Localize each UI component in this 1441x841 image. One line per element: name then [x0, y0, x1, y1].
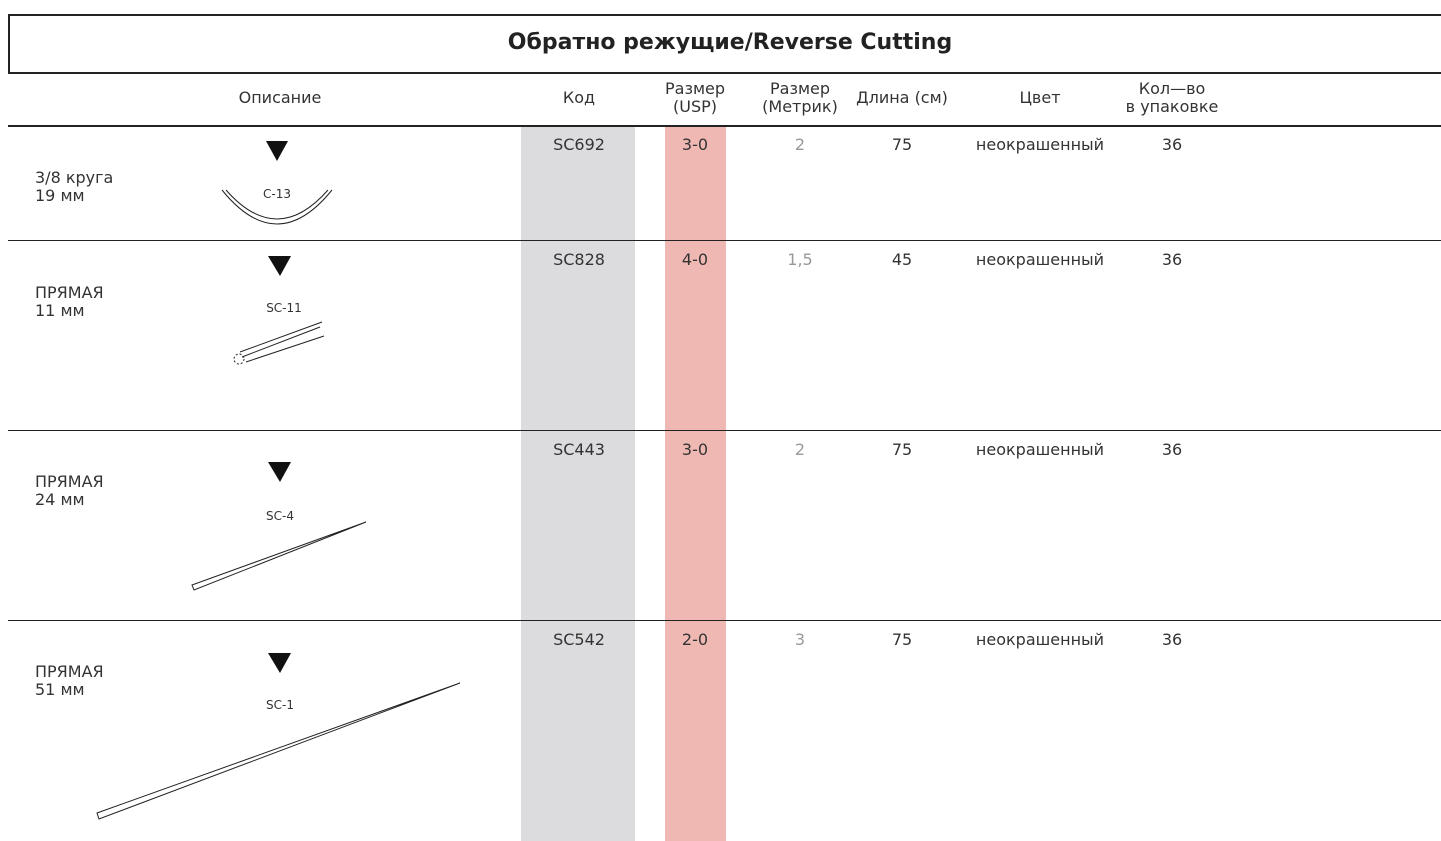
column-header: Длина (см)	[856, 88, 948, 107]
marker	[266, 141, 288, 161]
cell-code: SC542	[553, 630, 605, 649]
column-header: в упаковке	[1125, 97, 1219, 116]
marker	[268, 653, 291, 673]
needle-label: SC-11	[266, 301, 302, 315]
needle	[245, 335, 325, 363]
column-header: Цвет	[1019, 88, 1061, 107]
description: ПРЯМАЯ	[35, 283, 104, 302]
cell-usp: 3-0	[681, 440, 709, 459]
description: ПРЯМАЯ	[35, 472, 104, 491]
cell-code: SC443	[553, 440, 605, 459]
cell-qty: 36	[1161, 135, 1183, 154]
needle-eye	[233, 353, 245, 365]
description: 24 мм	[35, 490, 85, 509]
needle	[191, 521, 367, 591]
needle	[225, 189, 329, 220]
cell-length: 75	[891, 440, 913, 459]
cell-metric: 1,5	[787, 250, 813, 269]
marker	[268, 462, 291, 482]
needle-label: SC-1	[266, 698, 294, 712]
title: Обратно режущие/Reverse Cutting	[507, 30, 953, 55]
cell-qty: 36	[1161, 250, 1183, 269]
column-header: Код	[562, 88, 596, 107]
marker	[268, 256, 291, 276]
cell-metric: 2	[794, 135, 806, 154]
cell-qty: 36	[1161, 440, 1183, 459]
needle	[239, 321, 323, 353]
row-line	[8, 430, 1441, 431]
cell-qty: 36	[1161, 630, 1183, 649]
row-line	[8, 240, 1441, 241]
column-header: Размер	[664, 79, 726, 98]
title-box	[8, 14, 1441, 74]
cell-length: 75	[891, 630, 913, 649]
cell-code: SC828	[553, 250, 605, 269]
description: 19 мм	[35, 186, 85, 205]
cell-usp: 2-0	[681, 630, 709, 649]
needle-label: SC-4	[266, 509, 294, 523]
cell-length: 45	[891, 250, 913, 269]
cell-code: SC692	[553, 135, 605, 154]
description: 11 мм	[35, 301, 85, 320]
cell-color: неокрашенный	[975, 135, 1105, 154]
cell-usp: 3-0	[681, 135, 709, 154]
column-header: Размер	[769, 79, 831, 98]
needle	[96, 682, 461, 820]
cell-metric: 3	[794, 630, 806, 649]
column-header: (Метрик)	[762, 97, 838, 116]
cell-metric: 2	[794, 440, 806, 459]
needle	[221, 189, 333, 225]
column-header: Описание	[238, 88, 322, 107]
pink-band	[665, 126, 726, 841]
description: ПРЯМАЯ	[35, 662, 104, 681]
cell-length: 75	[891, 135, 913, 154]
row-line	[8, 620, 1441, 621]
needle	[241, 326, 321, 358]
description: 51 мм	[35, 680, 85, 699]
column-header: (USP)	[673, 97, 717, 116]
gray-band	[521, 126, 635, 841]
cell-color: неокрашенный	[975, 630, 1105, 649]
header-line	[8, 125, 1441, 127]
cell-color: неокрашенный	[975, 250, 1105, 269]
column-header: Кол—во	[1138, 79, 1206, 98]
needle-label: C-13	[263, 187, 291, 201]
cell-color: неокрашенный	[975, 440, 1105, 459]
cell-usp: 4-0	[681, 250, 709, 269]
markers	[266, 141, 291, 673]
description: 3/8 круга	[35, 168, 114, 187]
